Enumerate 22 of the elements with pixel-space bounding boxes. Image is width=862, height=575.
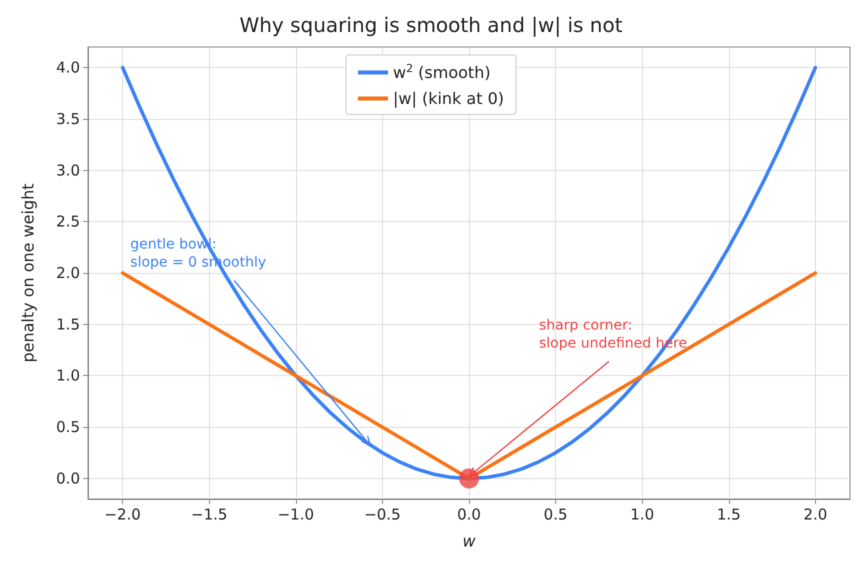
x-tick-label: −1.5: [191, 506, 228, 524]
y-tick-label: 3.0: [56, 161, 80, 180]
x-tick-label: −0.5: [364, 506, 401, 524]
y-tick-label: 2.5: [56, 212, 80, 231]
y-tick-label: 1.0: [56, 366, 80, 385]
x-axis-title: w: [462, 532, 476, 550]
x-tick-label: 2.0: [803, 506, 828, 524]
x-tick-label: 1.0: [630, 506, 654, 524]
x-tick-label: −1.0: [278, 506, 314, 524]
x-tick-label: 0.0: [457, 506, 481, 524]
y-tick-label: 4.0: [56, 58, 80, 77]
y-tick-label: 2.0: [56, 264, 80, 282]
legend-label: |w| (kink at 0): [393, 89, 504, 108]
y-tick-label: 1.5: [56, 315, 80, 334]
x-tick-label: 1.5: [716, 506, 741, 524]
y-tick-label: 3.5: [56, 110, 80, 128]
y-tick-label: 0.5: [56, 418, 80, 436]
x-tick-label: −2.0: [104, 506, 141, 524]
chart-title: Why squaring is smooth and |w| is not: [239, 13, 623, 37]
x-tick-label: 0.5: [544, 506, 568, 524]
y-axis-title: penalty on one weight: [18, 183, 38, 363]
y-tick-label: 0.0: [56, 469, 80, 488]
